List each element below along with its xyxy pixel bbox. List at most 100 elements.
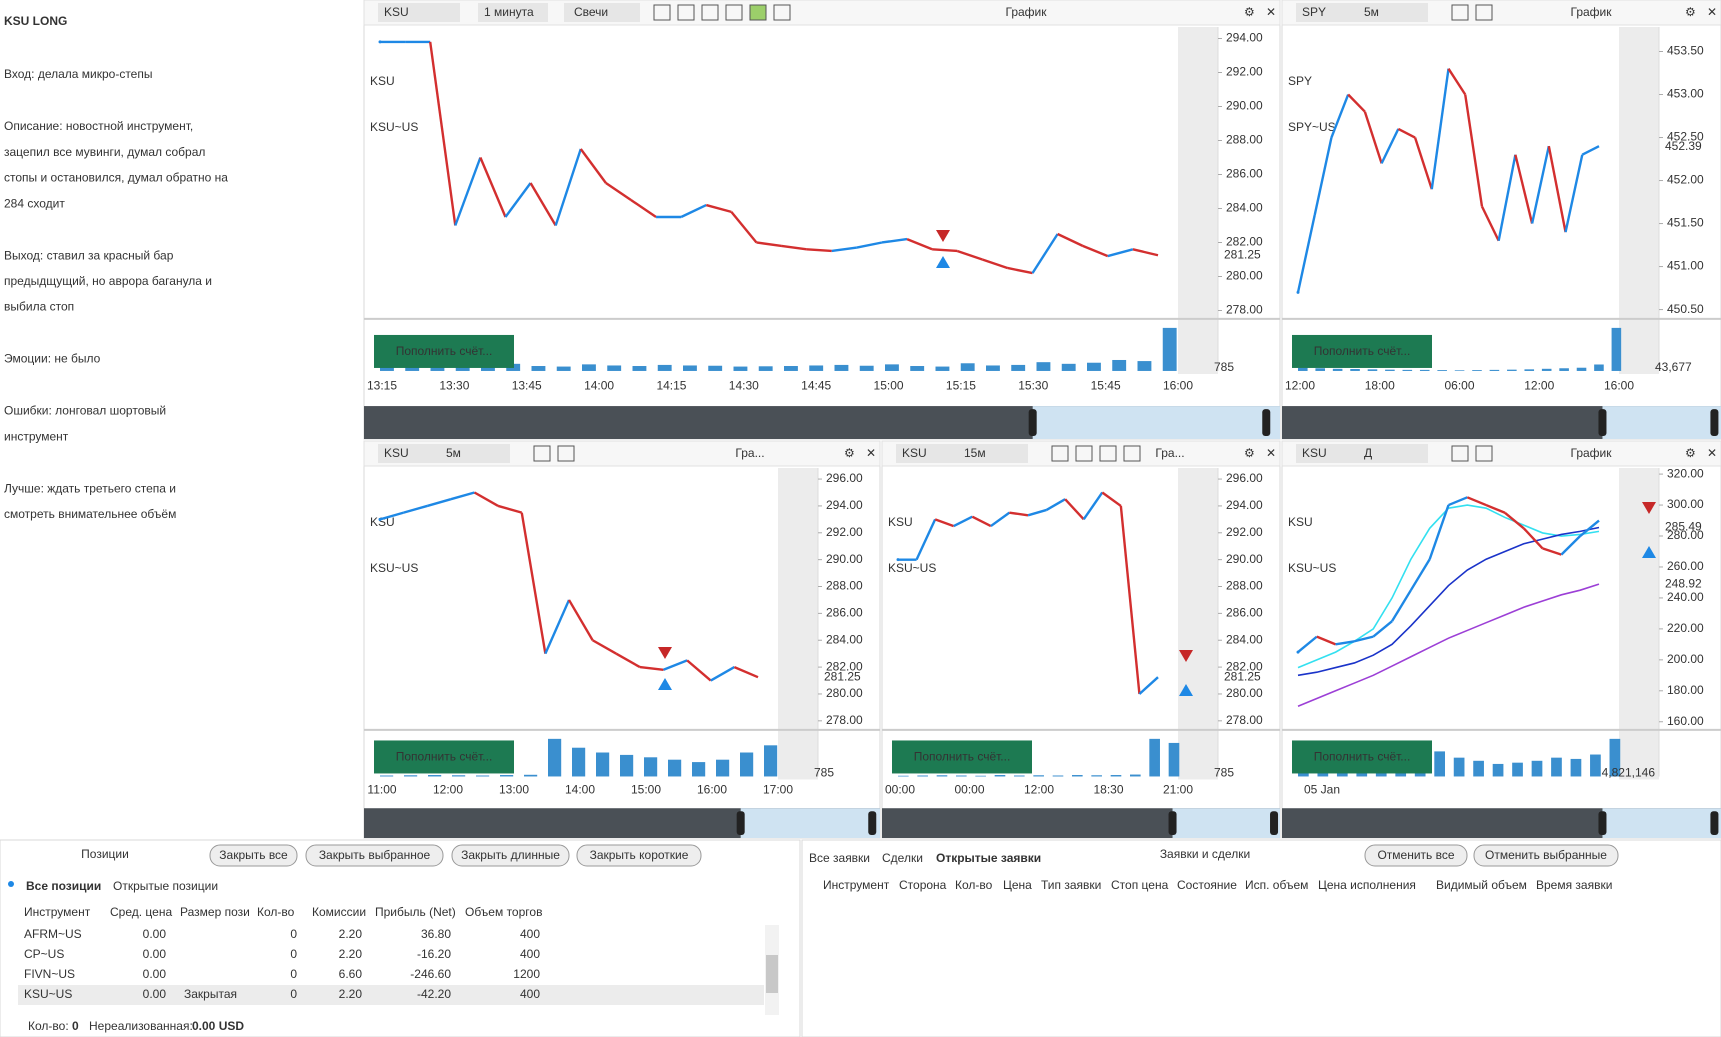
tool-icon[interactable] [1451, 445, 1469, 462]
y-tick-label: 282.00 [1226, 659, 1263, 673]
style-box[interactable] [564, 3, 640, 22]
tool-icon[interactable] [1475, 445, 1493, 462]
note-line: стопы и остановился, думал обратно на [4, 171, 228, 185]
gear-icon[interactable]: ⚙ [1685, 446, 1696, 460]
price-move [426, 498, 452, 508]
x-tick-label: 14:00 [565, 783, 595, 797]
watermark-sub: KSU~US [370, 120, 418, 134]
gear-icon[interactable]: ⚙ [1244, 5, 1255, 19]
price-move [1560, 535, 1582, 556]
x-tick-label: 13:00 [499, 783, 529, 797]
x-tick-label: 14:45 [801, 378, 831, 392]
buy-marker [1179, 684, 1193, 696]
y-tick-label: 280.00 [826, 686, 863, 700]
volume-bar [994, 775, 1006, 777]
button[interactable] [1473, 844, 1619, 867]
symbol-box[interactable] [896, 444, 978, 463]
scroll-handle[interactable] [1710, 811, 1719, 835]
interval-box[interactable] [1358, 444, 1428, 463]
y-tick-label: 280.00 [1226, 269, 1263, 283]
y-tick-label: 240.00 [1667, 590, 1704, 604]
symbol-box[interactable] [378, 444, 460, 463]
scroll-handle[interactable] [1710, 409, 1719, 436]
scroll-handle[interactable] [868, 811, 877, 835]
scroll-handle[interactable] [1028, 409, 1037, 436]
scroll-handle[interactable] [1262, 409, 1271, 436]
price-move [1027, 508, 1047, 517]
interval: Д [1364, 446, 1372, 460]
buy-marker [936, 256, 950, 268]
button[interactable] [451, 844, 570, 867]
tool-icon[interactable] [773, 4, 791, 21]
note-line: Эмоции: не было [4, 352, 101, 366]
column-header: Инструмент [24, 905, 91, 919]
close-icon[interactable]: ✕ [1707, 446, 1717, 460]
scroll-window [1032, 406, 1280, 439]
close-icon[interactable]: ✕ [1266, 5, 1276, 19]
price-move [1082, 244, 1109, 258]
y-tick-label: 294.00 [1226, 498, 1263, 512]
price-move [856, 241, 883, 249]
tab: Открытые позиции [113, 879, 218, 893]
column-header: Инструмент [823, 878, 890, 892]
price-move [1447, 68, 1467, 96]
last-price: 452.39 [1665, 139, 1702, 153]
deposit-button[interactable] [374, 740, 514, 774]
button[interactable] [209, 844, 298, 867]
volume-bar [1594, 364, 1604, 371]
deposit-button[interactable] [374, 334, 514, 368]
tool-icon[interactable] [557, 445, 575, 462]
interval-box[interactable] [1358, 3, 1428, 22]
close-icon[interactable]: ✕ [1707, 5, 1717, 19]
close-icon[interactable]: ✕ [866, 446, 876, 460]
interval-box[interactable] [478, 3, 548, 22]
x-tick-label: 00:00 [954, 783, 984, 797]
deposit-button[interactable] [1292, 740, 1432, 774]
volume-bar [556, 366, 571, 371]
close-icon[interactable]: ✕ [1266, 446, 1276, 460]
scroll-handle[interactable] [1598, 409, 1607, 436]
button[interactable] [1364, 844, 1468, 867]
tool-icon[interactable] [533, 445, 551, 462]
scroll-handle[interactable] [736, 811, 745, 835]
last-price: 281.25 [1224, 669, 1261, 683]
symbol-box[interactable] [378, 3, 460, 22]
tool-icon[interactable] [1475, 4, 1493, 21]
gear-icon[interactable]: ⚙ [1685, 5, 1696, 19]
tool-icon[interactable] [725, 4, 743, 21]
symbol-box[interactable] [1296, 3, 1378, 22]
column-header: Прибыль (Net) [375, 905, 456, 919]
gear-icon[interactable]: ⚙ [844, 446, 855, 460]
tool-icon[interactable] [677, 4, 695, 21]
tool-icon[interactable] [701, 4, 719, 21]
gear-icon[interactable]: ⚙ [1244, 446, 1255, 460]
tool-icon[interactable] [1451, 4, 1469, 21]
scroll-handle[interactable] [1270, 811, 1279, 835]
button[interactable] [576, 844, 702, 867]
scroll-thumb[interactable] [766, 955, 778, 993]
interval-box[interactable] [958, 444, 1028, 463]
tool-icon[interactable] [1099, 445, 1117, 462]
tool-icon[interactable] [749, 4, 767, 21]
deposit-button[interactable] [1292, 334, 1432, 368]
volume-bar [380, 366, 394, 371]
button[interactable] [305, 844, 444, 867]
tool-icon[interactable] [1123, 445, 1141, 462]
button-label: Отменить все [1377, 848, 1454, 862]
symbol-box[interactable] [1296, 444, 1378, 463]
volume-bar [572, 747, 586, 777]
y-tick-label: 294.00 [826, 498, 863, 512]
y-tick-label: 278.00 [826, 713, 863, 727]
scroll-handle[interactable] [1168, 811, 1177, 835]
column-header: Тип заявки [1041, 878, 1101, 892]
deposit-button[interactable] [892, 740, 1032, 774]
tool-icon[interactable] [1051, 445, 1069, 462]
button-label: Отменить выбранные [1485, 848, 1607, 862]
tool-icon[interactable] [1075, 445, 1093, 462]
scroll-handle[interactable] [1598, 811, 1607, 835]
y-tick-label: 180.00 [1667, 683, 1704, 697]
column-header: Стоп цена [1111, 878, 1169, 892]
tool-icon[interactable] [653, 4, 671, 21]
interval-box[interactable] [440, 444, 510, 463]
